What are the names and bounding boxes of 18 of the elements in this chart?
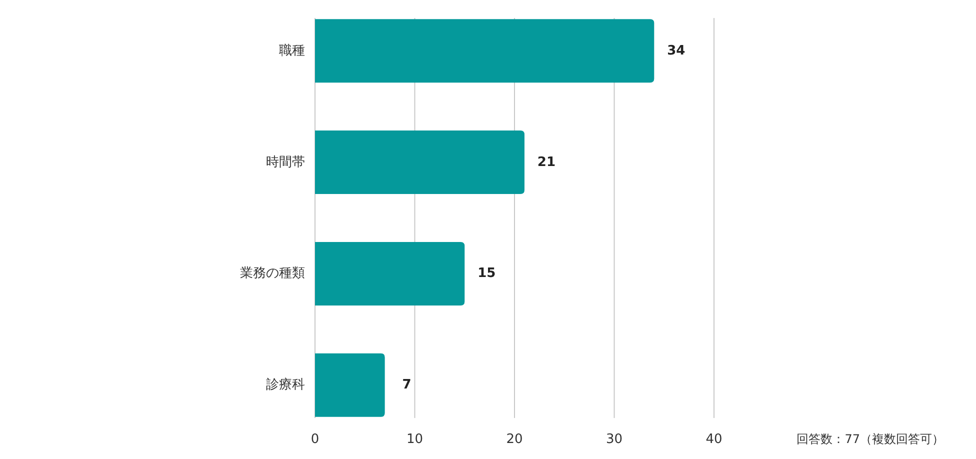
y-tick-label: 業務の種類 [240,266,305,282]
x-tick-label: 40 [706,432,722,447]
y-tick-label: 時間帯 [266,154,305,170]
data-label: 7 [402,378,412,393]
x-tick-label: 30 [606,432,623,447]
x-tick-label: 20 [506,432,523,447]
data-label: 21 [537,154,556,170]
bar [315,130,524,194]
data-label: 34 [667,43,686,58]
y-tick-label: 診療科 [266,378,305,393]
bar [315,242,465,306]
text: 回答数：77（複数回答可） [796,432,944,446]
x-tick-label: 0 [310,432,320,447]
y-tick-label: 職種 [279,43,305,58]
bar [315,353,385,417]
data-label: 15 [478,266,496,282]
x-tick-label: 10 [406,432,424,447]
bar [315,19,654,83]
